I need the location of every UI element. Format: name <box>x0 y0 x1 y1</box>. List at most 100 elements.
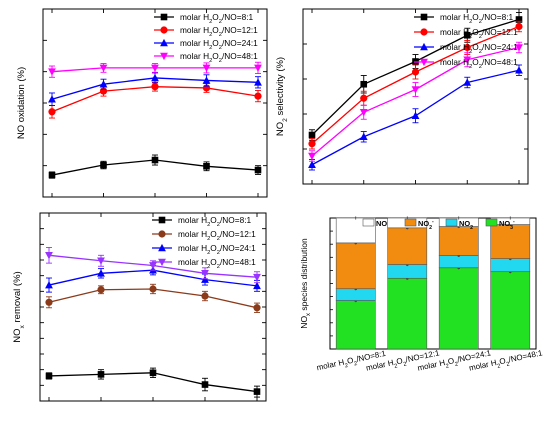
series-2 <box>308 64 523 171</box>
data-point <box>254 64 262 73</box>
data-point <box>254 92 262 100</box>
legend-swatch <box>445 218 458 227</box>
data-point <box>97 269 105 277</box>
data-point <box>411 68 420 76</box>
legend-label: molar H2O2/NO=24:1 <box>178 243 256 256</box>
legend-label: molar H2O2/NO=12:1 <box>178 229 256 242</box>
data-point <box>253 304 261 312</box>
legend-marker <box>160 52 168 61</box>
legend-marker <box>158 258 166 267</box>
y-axis-title: NOx species distribution <box>299 238 312 329</box>
legend-label: NO3- <box>499 219 515 231</box>
legend-marker <box>158 243 166 252</box>
data-point <box>201 381 209 388</box>
legend-label: molar H2O2/NO=24:1 <box>440 42 518 55</box>
data-point <box>151 64 159 73</box>
bar-segment <box>387 264 428 279</box>
bar-segment <box>438 267 479 350</box>
data-point <box>359 108 368 117</box>
data-point <box>48 171 56 179</box>
data-point <box>202 76 211 84</box>
series-0 <box>48 154 262 179</box>
data-point <box>202 64 211 73</box>
y-axis-title: NO oxidation (%) <box>16 67 27 139</box>
data-point <box>253 388 261 395</box>
legend-label: NO2- <box>418 219 434 231</box>
series-3 <box>308 41 523 162</box>
legend-label: molar H2O2/NO=48:1 <box>178 257 256 270</box>
bar-segment <box>387 227 428 265</box>
series-1 <box>308 20 523 150</box>
data-point <box>97 371 105 378</box>
data-point <box>48 95 56 103</box>
legend-marker <box>160 26 168 34</box>
data-point <box>515 44 523 52</box>
data-point <box>254 78 262 86</box>
data-point <box>97 286 105 294</box>
legend-label: molar H2O2/NO=24:1 <box>180 38 258 51</box>
y-axis-title: NOx removal (%) <box>12 271 26 342</box>
data-point <box>411 86 420 94</box>
legend-marker <box>160 13 168 21</box>
y-axis-title: NO2 selectivity (%) <box>275 57 289 136</box>
bar-segment <box>387 277 428 350</box>
data-point <box>359 132 368 141</box>
legend-marker <box>158 216 166 224</box>
legend-label: molar H2O2/NO=8:1 <box>180 12 254 25</box>
data-point <box>308 131 316 139</box>
bar-segment <box>490 224 531 259</box>
data-point <box>254 166 262 174</box>
data-point <box>253 281 261 290</box>
legend-label: molar H2O2/NO=8:1 <box>178 215 252 228</box>
series-2 <box>48 72 262 106</box>
series-0 <box>45 367 261 398</box>
data-point <box>151 156 159 164</box>
data-point <box>149 369 157 377</box>
panel-1: molar H2O2/NO=8:1 molar H2O2/NO=12:1 molar… <box>275 8 529 185</box>
data-point <box>308 160 316 169</box>
legend-label: NO2 <box>459 219 473 231</box>
data-point <box>463 56 472 64</box>
series-3 <box>48 61 262 78</box>
legend-label: molar H2O2/NO=48:1 <box>440 57 518 70</box>
data-point <box>515 16 523 23</box>
data-point <box>151 73 159 82</box>
data-point <box>97 257 105 265</box>
data-point <box>99 64 108 73</box>
data-point <box>308 140 316 148</box>
legend-swatch <box>362 218 375 227</box>
data-point <box>45 372 53 380</box>
data-point <box>45 280 53 289</box>
bar-segment <box>490 271 531 350</box>
data-point <box>463 78 472 86</box>
series-1 <box>45 283 261 313</box>
bar-segment <box>335 242 376 290</box>
legend-label: molar H2O2/NO=12:1 <box>180 25 258 38</box>
data-point <box>463 31 471 39</box>
data-point <box>515 66 523 74</box>
legend-marker <box>420 13 428 21</box>
legend-label: molar H2O2/NO=8:1 <box>440 12 514 25</box>
legend-marker <box>160 38 168 47</box>
series-3 <box>45 247 261 284</box>
data-point <box>201 270 209 278</box>
data-point <box>203 162 210 170</box>
data-point <box>45 252 53 260</box>
data-point <box>515 22 523 31</box>
data-point <box>360 80 368 88</box>
data-point <box>149 285 157 293</box>
bar-segment <box>438 226 479 256</box>
data-point <box>99 80 108 88</box>
legend-marker <box>420 28 428 36</box>
bar-segment <box>335 288 376 301</box>
data-point <box>151 83 159 91</box>
data-point <box>100 161 107 169</box>
legend-label: molar H2O2/NO=12:1 <box>440 27 518 40</box>
legend-marker <box>420 58 428 67</box>
legend-label: molar H2O2/NO=48:1 <box>180 51 258 64</box>
data-point <box>411 111 420 120</box>
